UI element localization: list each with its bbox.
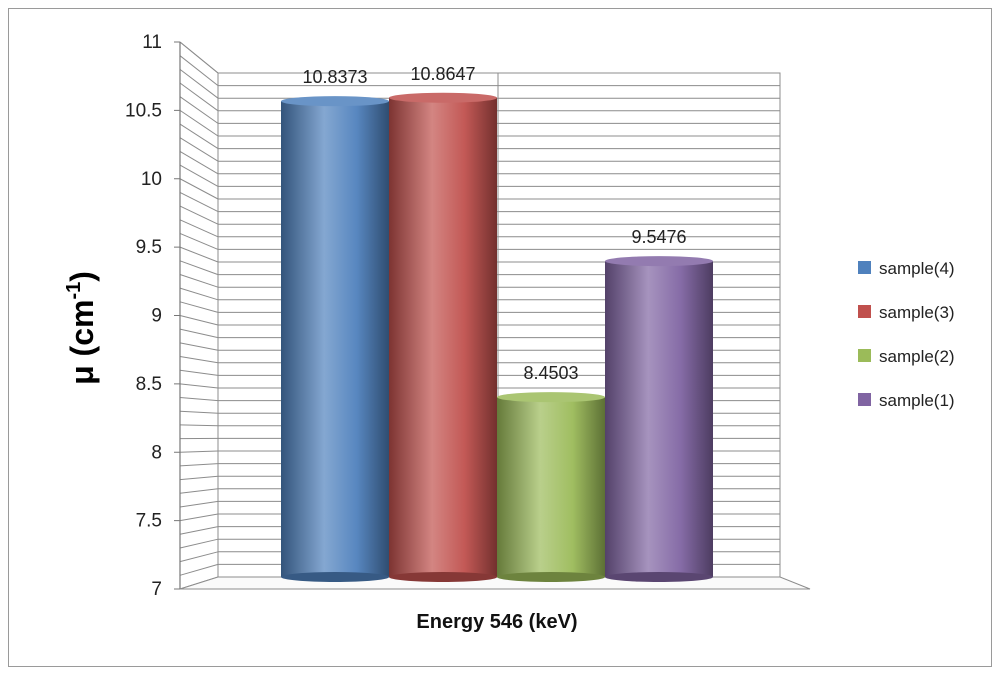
- data-label: 10.8373: [302, 67, 367, 87]
- y-tick-label: 9: [151, 306, 162, 327]
- side-gridline: [179, 301, 219, 313]
- side-gridline: [179, 219, 219, 238]
- legend: sample(4) sample(3) sample(2) sample(1): [858, 259, 955, 410]
- side-gridline: [179, 342, 219, 351]
- y-axis-title: μ (cm-1): [63, 271, 100, 385]
- y-tick-label: 7: [151, 579, 162, 600]
- side-gridline: [179, 488, 219, 494]
- side-gridline: [179, 205, 219, 225]
- side-gridline: [179, 191, 219, 213]
- data-label: 8.4503: [523, 363, 578, 383]
- side-gridline: [179, 450, 219, 453]
- side-gridline: [179, 137, 219, 162]
- y-tick-label: 11: [142, 32, 162, 53]
- side-gridline: [179, 232, 219, 250]
- legend-label: sample(2): [879, 347, 955, 366]
- side-gridline: [179, 178, 219, 200]
- y-tick-labels: 7 7.5 8 8.5 9 9.5 10 10.5 11: [125, 32, 162, 600]
- side-gridline: [179, 164, 219, 187]
- side-gridline: [179, 538, 219, 549]
- side-gridline: [179, 96, 219, 124]
- side-gridline: [179, 551, 219, 563]
- legend-swatch: [858, 393, 871, 406]
- side-gridline: [179, 475, 219, 481]
- side-gridline: [179, 68, 219, 99]
- side-wall-top-edge: [179, 41, 219, 74]
- y-tick-label: 9.5: [136, 237, 162, 258]
- side-gridline: [179, 397, 219, 402]
- side-gridline: [179, 123, 219, 150]
- side-gridline: [179, 563, 219, 576]
- side-gridline: [179, 410, 219, 414]
- side-gridline: [179, 82, 219, 112]
- bar-sample3: [389, 92, 497, 582]
- y-axis-title-base: μ (cm: [64, 300, 100, 385]
- side-gridline: [179, 526, 219, 535]
- y-tick-label: 10: [141, 169, 162, 190]
- floor: [179, 576, 811, 590]
- data-label: 9.5476: [631, 227, 686, 247]
- legend-label: sample(3): [879, 303, 955, 322]
- side-gridline: [179, 109, 219, 137]
- bars-layer: [281, 92, 713, 582]
- side-gridline: [179, 287, 219, 301]
- y-axis-title-superscript: -1: [63, 282, 85, 300]
- side-gridline: [179, 500, 219, 508]
- side-gridline: [179, 246, 219, 263]
- y-axis-title-close: ): [64, 271, 100, 282]
- side-gridline: [179, 55, 219, 86]
- bar-sample2: [497, 392, 605, 582]
- side-gridline: [179, 513, 219, 522]
- bar-sample4: [281, 96, 389, 582]
- side-gridline: [179, 260, 219, 276]
- side-gridline: [179, 356, 219, 364]
- side-gridline: [179, 424, 219, 427]
- x-axis-title: Energy 546 (keV): [416, 611, 577, 633]
- side-gridline: [179, 315, 219, 326]
- legend-label: sample(1): [879, 391, 955, 410]
- legend-swatch: [858, 349, 871, 362]
- bar-sample1: [605, 256, 713, 582]
- side-gridline: [179, 274, 219, 288]
- y-tick-label: 7.5: [136, 511, 162, 532]
- data-label: 10.8647: [410, 64, 475, 84]
- side-gridline: [179, 463, 219, 467]
- side-gridline: [179, 328, 219, 339]
- legend-label: sample(4): [879, 259, 955, 278]
- y-tick-label: 10.5: [125, 100, 162, 121]
- side-gridline: [179, 383, 219, 389]
- side-gridline: [179, 150, 219, 175]
- data-labels: 10.8373 10.8647 8.4503 9.5476: [302, 64, 686, 383]
- legend-swatch: [858, 305, 871, 318]
- y-tick-label: 8: [151, 442, 162, 463]
- legend-swatch: [858, 261, 871, 274]
- y-tick-label: 8.5: [136, 374, 162, 395]
- side-gridline: [179, 369, 219, 376]
